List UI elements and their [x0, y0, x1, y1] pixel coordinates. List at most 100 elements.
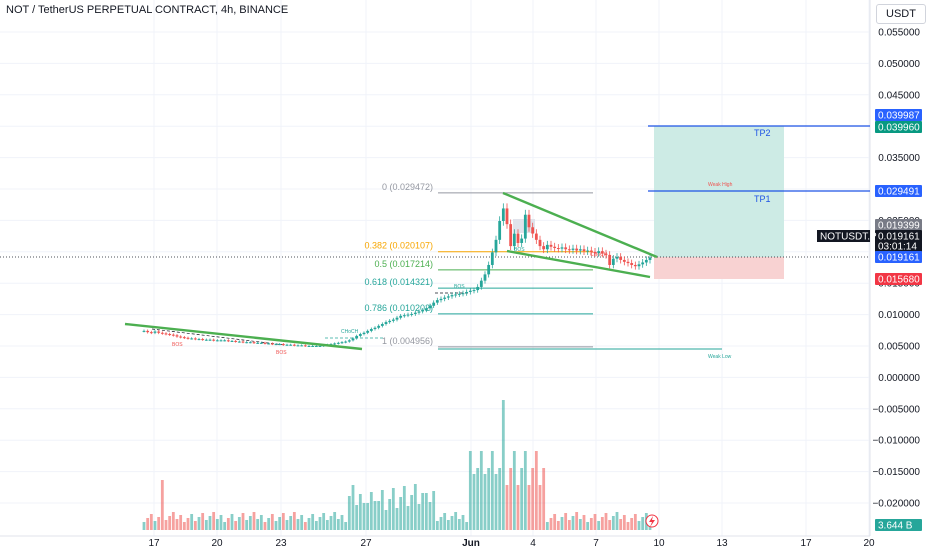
volume-bar: [322, 513, 326, 530]
volume-bar: [630, 518, 634, 530]
volume-bar: [369, 492, 373, 530]
volume-tag-bg: [875, 519, 922, 531]
bos-label-2: BOS: [276, 350, 287, 356]
candle-body: [212, 339, 216, 341]
candle-body: [450, 295, 454, 297]
volume-bar: [256, 519, 260, 530]
volume-bar: [278, 517, 282, 530]
candle-body: [164, 333, 168, 335]
volume-bar: [501, 400, 505, 530]
candle-body: [237, 341, 241, 343]
candle-body: [593, 251, 597, 254]
candle-body: [410, 313, 414, 315]
volume-bar: [641, 517, 645, 530]
volume-bar: [611, 516, 615, 530]
volume-bar: [380, 490, 384, 530]
candle-body: [149, 332, 153, 334]
volume-bar: [637, 521, 641, 530]
lightning-icon[interactable]: [645, 514, 659, 528]
candle-body: [571, 248, 575, 250]
current-price-tag: 0.019161: [878, 232, 920, 243]
volume-bar: [168, 516, 172, 530]
candle-body: [534, 233, 538, 240]
volume-bar: [435, 521, 439, 530]
volume-bar: [226, 518, 230, 530]
tp2-price-tag-bottom-bg: [875, 121, 922, 133]
volume-bar: [531, 468, 535, 530]
volume-bar: [377, 501, 381, 530]
candle-body: [256, 342, 260, 344]
stop-price-tag: 0.015680: [878, 275, 920, 286]
candle-body: [454, 294, 458, 296]
candle-body: [633, 264, 637, 267]
volume-bar: [465, 522, 469, 530]
stop-price-tag-bg: [875, 273, 922, 285]
volume-bar: [626, 522, 630, 530]
candle-body: [523, 214, 527, 239]
wedge-lower-line[interactable]: [506, 249, 651, 279]
volume-bar: [406, 506, 410, 530]
volume-bar: [208, 516, 212, 530]
volume-bar: [450, 516, 454, 530]
candle-body: [421, 310, 425, 312]
volume-bar: [157, 517, 161, 530]
volume-bar: [212, 512, 216, 530]
currency-button[interactable]: USDT: [876, 4, 926, 24]
candle-body: [208, 339, 212, 341]
candle-body: [281, 344, 285, 346]
fib-level-label: 0.382 (0.020107): [364, 241, 433, 251]
candle-body: [314, 345, 318, 347]
volume-bar: [289, 516, 293, 530]
volume-bar: [296, 519, 300, 530]
wedge-upper-line[interactable]: [502, 191, 658, 259]
candle-body: [644, 259, 648, 263]
candle-body: [608, 254, 612, 265]
downtrend-line-early[interactable]: [124, 322, 363, 351]
candle-body: [142, 330, 146, 332]
fib-retracement[interactable]: 0 (0.029472) 0.382 (0.020107) 0.5 (0.01721…: [364, 182, 593, 348]
candle-body: [160, 332, 164, 334]
candle-body: [600, 251, 604, 254]
candle-body: [175, 335, 179, 337]
candle-body: [226, 340, 230, 342]
fib-level-label: 0.5 (0.017214): [374, 259, 433, 269]
time-axis[interactable]: 17 20 23 27 Jun 4 7 10 13 17 20: [148, 538, 875, 549]
candle-body: [516, 233, 520, 243]
volume-bar: [281, 513, 285, 530]
volume-bar: [270, 514, 274, 530]
candle-body: [479, 280, 483, 287]
time-tick-label: 20: [863, 538, 875, 549]
candle-body: [439, 298, 443, 301]
tp2-price-tag-top-bg: [875, 109, 922, 121]
volume-bar: [259, 515, 263, 530]
volume-bar: [421, 493, 425, 530]
gray-price-tag: 0.019399: [878, 221, 920, 232]
volume-bar: [534, 451, 538, 530]
volume-bar: [164, 520, 168, 530]
gray-price-tag-bg: [875, 219, 922, 231]
candle-body: [377, 325, 381, 328]
fib-level-label: 0.786 (0.010202): [364, 303, 433, 313]
candle-body: [567, 249, 571, 251]
bos-label-3: BOS: [454, 284, 465, 290]
candle-body: [487, 264, 491, 275]
candle-body: [597, 251, 601, 254]
time-tick-label: 10: [653, 538, 665, 549]
volume-bar: [608, 520, 612, 530]
volume-bar: [285, 520, 289, 530]
candle-body: [267, 343, 271, 345]
volume-histogram: [142, 400, 652, 530]
volume-bar: [505, 485, 509, 530]
time-tick-label: 13: [716, 538, 728, 549]
candle-body: [340, 342, 344, 344]
tp1-label: TP1: [754, 194, 771, 204]
volume-bar: [311, 514, 315, 530]
candle-body: [193, 338, 197, 340]
volume-bar: [160, 480, 164, 530]
volume-bar: [413, 484, 417, 530]
candle-body: [263, 342, 267, 344]
candle-body: [303, 345, 307, 347]
volume-bar: [314, 521, 318, 530]
candle-body: [289, 344, 293, 346]
